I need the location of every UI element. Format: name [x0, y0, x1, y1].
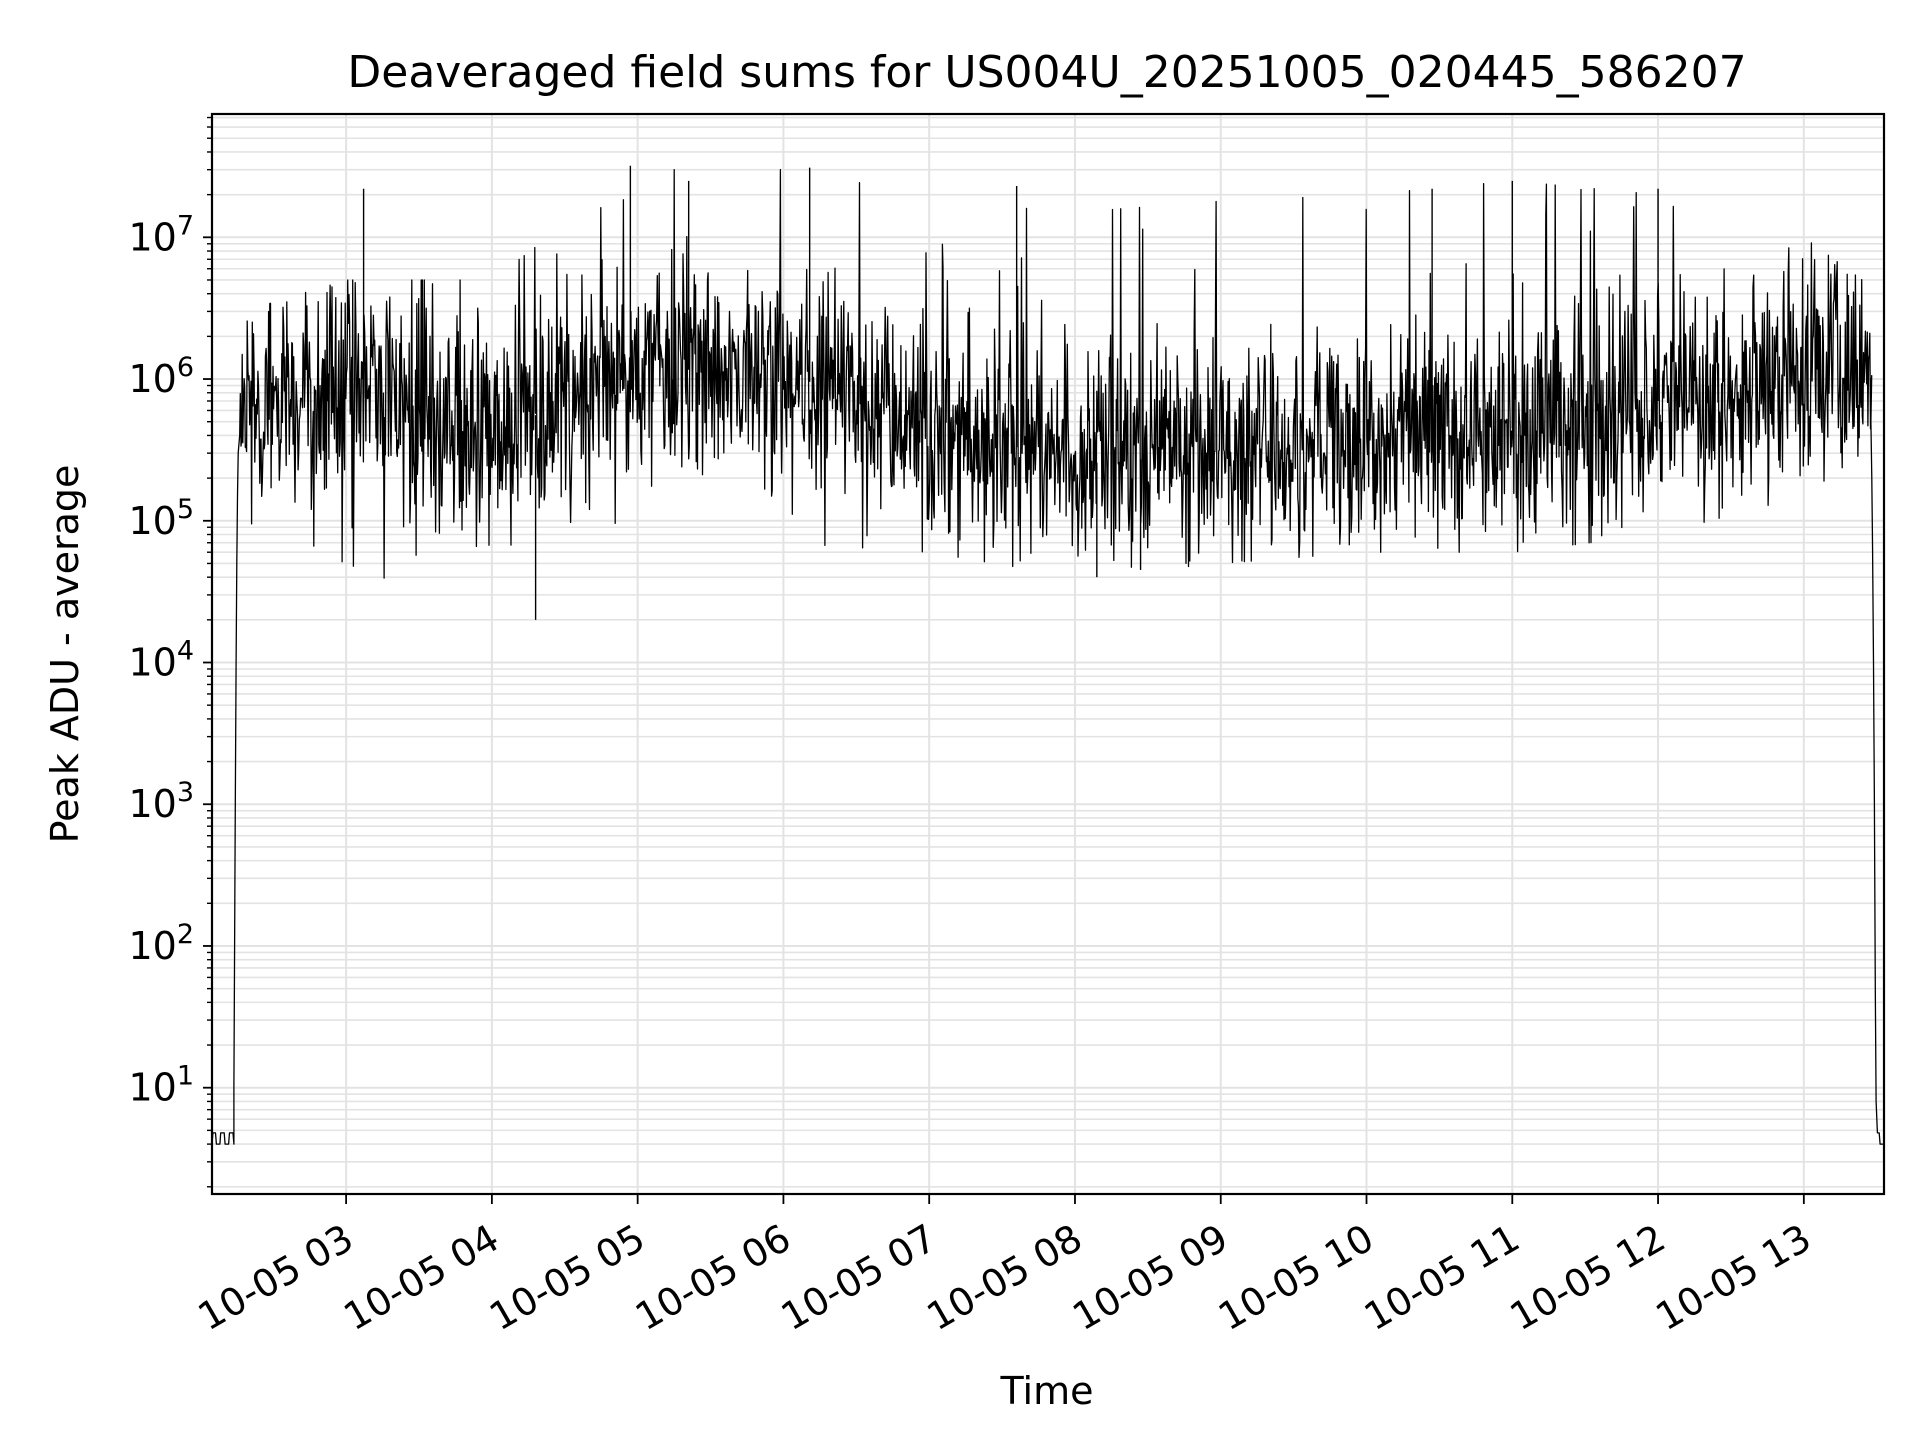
y-tick-label: 107 — [128, 210, 194, 259]
x-axis-label: Time — [1000, 1369, 1094, 1413]
y-tick-label: 104 — [128, 636, 194, 685]
series-line — [211, 169, 1884, 1145]
y-tick-label: 105 — [128, 494, 194, 543]
plot-frame — [210, 112, 1886, 1196]
y-axis-label: Peak ADU - average — [43, 465, 87, 844]
y-tick-label: 101 — [128, 1061, 194, 1110]
series-layer — [211, 165, 1884, 1145]
chart-title: Deaveraged field sums for US004U_2025100… — [347, 47, 1746, 98]
grid-layer — [212, 114, 1884, 1194]
y-tick-label: 102 — [128, 919, 194, 968]
y-tick-label: 106 — [128, 352, 194, 401]
y-axis: 101 102 103 104 105 106 107 — [128, 116, 212, 1188]
y-tick-label: 103 — [128, 777, 194, 826]
